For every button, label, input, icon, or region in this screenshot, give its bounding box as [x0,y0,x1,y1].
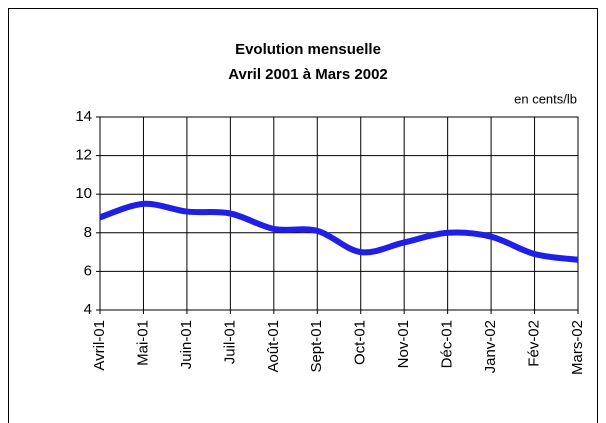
y-tick-label: 4 [84,301,92,318]
x-tick-label: Janv-02 [482,320,499,373]
y-tick-label: 10 [75,185,92,202]
x-tick-label: Nov-01 [395,320,412,368]
x-tick-label: Sept-01 [308,320,325,373]
y-tick-label: 8 [84,224,92,241]
x-tick-label: Déc-01 [439,320,456,368]
y-tick-label: 6 [84,262,92,279]
x-tick-label: Avril-01 [91,320,108,371]
x-tick-label: Mai-01 [134,320,151,366]
x-tick-label: Fév-02 [526,320,543,367]
x-tick-label: Août-01 [265,320,282,373]
x-tick-label: Mars-02 [569,320,586,375]
chart-subtitle: Avril 2001 à Mars 2002 [228,66,388,83]
line [99,200,579,263]
y-tick-label: 14 [75,108,92,125]
unit-label: en cents/lb [514,91,577,106]
plot-area [99,116,579,311]
x-tick-label: Juil-01 [221,320,238,364]
y-tick-label: 12 [75,147,92,164]
x-tick-label: Juin-01 [178,320,195,369]
x-tick-label: Oct-01 [352,320,369,365]
chart-title: Evolution mensuelle [235,41,381,58]
